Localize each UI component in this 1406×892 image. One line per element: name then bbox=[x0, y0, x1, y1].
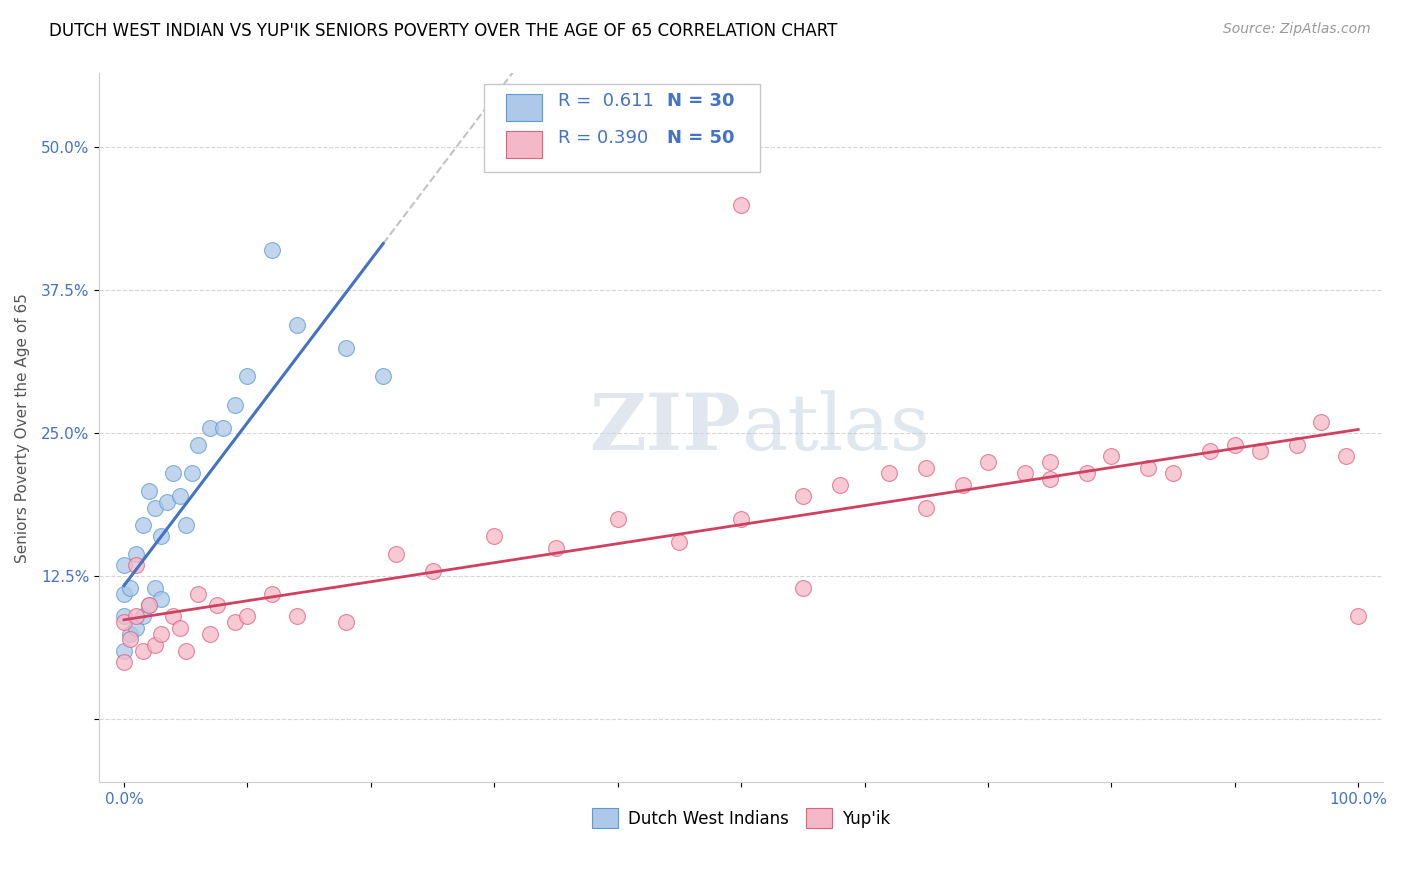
Point bbox=[200, 420, 222, 434]
Point bbox=[236, 609, 259, 624]
Point bbox=[606, 512, 628, 526]
Point bbox=[138, 598, 160, 612]
Point bbox=[143, 638, 166, 652]
Point bbox=[143, 581, 166, 595]
FancyBboxPatch shape bbox=[506, 131, 543, 158]
Point bbox=[169, 489, 191, 503]
Point bbox=[1099, 450, 1122, 464]
Text: ZIP: ZIP bbox=[589, 390, 741, 466]
Point bbox=[1223, 438, 1246, 452]
Point bbox=[138, 598, 160, 612]
Text: atlas: atlas bbox=[741, 390, 929, 466]
Point bbox=[792, 489, 814, 503]
Text: R =  0.611: R = 0.611 bbox=[558, 92, 654, 110]
Point bbox=[1039, 472, 1062, 486]
Point bbox=[131, 644, 153, 658]
Point bbox=[1249, 443, 1271, 458]
Point bbox=[224, 615, 246, 630]
Point bbox=[112, 655, 135, 669]
Point bbox=[236, 369, 259, 384]
FancyBboxPatch shape bbox=[485, 84, 761, 172]
Point bbox=[120, 581, 142, 595]
Point bbox=[977, 455, 1000, 469]
Point bbox=[205, 598, 228, 612]
Point bbox=[792, 581, 814, 595]
Point bbox=[150, 529, 173, 543]
Point bbox=[174, 644, 197, 658]
Point bbox=[915, 460, 938, 475]
Point bbox=[373, 369, 395, 384]
Point bbox=[1039, 455, 1062, 469]
Point bbox=[200, 626, 222, 640]
Point bbox=[1161, 467, 1184, 481]
Point bbox=[120, 626, 142, 640]
Point bbox=[1334, 450, 1357, 464]
Text: N = 30: N = 30 bbox=[666, 92, 734, 110]
Point bbox=[262, 244, 284, 258]
Point bbox=[915, 500, 938, 515]
Text: R = 0.390: R = 0.390 bbox=[558, 128, 648, 147]
Point bbox=[422, 564, 444, 578]
Point bbox=[877, 467, 900, 481]
Text: DUTCH WEST INDIAN VS YUP'IK SENIORS POVERTY OVER THE AGE OF 65 CORRELATION CHART: DUTCH WEST INDIAN VS YUP'IK SENIORS POVE… bbox=[49, 22, 838, 40]
Point bbox=[131, 517, 153, 532]
Point bbox=[187, 438, 209, 452]
Point bbox=[730, 512, 752, 526]
Point bbox=[131, 609, 153, 624]
Point bbox=[544, 541, 567, 555]
Point bbox=[120, 632, 142, 647]
Point bbox=[125, 558, 148, 572]
Point bbox=[285, 609, 308, 624]
Point bbox=[174, 517, 197, 532]
Point bbox=[1310, 415, 1333, 429]
Point bbox=[1199, 443, 1222, 458]
Point bbox=[484, 529, 506, 543]
Point bbox=[150, 626, 173, 640]
Point bbox=[112, 644, 135, 658]
Point bbox=[730, 197, 752, 211]
Point bbox=[150, 592, 173, 607]
Point bbox=[112, 615, 135, 630]
Point bbox=[187, 586, 209, 600]
Text: Source: ZipAtlas.com: Source: ZipAtlas.com bbox=[1223, 22, 1371, 37]
Point bbox=[262, 586, 284, 600]
Point bbox=[1137, 460, 1160, 475]
Point bbox=[180, 467, 202, 481]
Point bbox=[112, 586, 135, 600]
Point bbox=[1347, 609, 1369, 624]
Point bbox=[125, 609, 148, 624]
FancyBboxPatch shape bbox=[506, 95, 543, 121]
Point bbox=[162, 467, 184, 481]
Point bbox=[828, 478, 851, 492]
Point bbox=[138, 483, 160, 498]
Point bbox=[162, 609, 184, 624]
Point bbox=[285, 318, 308, 332]
Y-axis label: Seniors Poverty Over the Age of 65: Seniors Poverty Over the Age of 65 bbox=[15, 293, 30, 563]
Point bbox=[112, 558, 135, 572]
Point bbox=[335, 615, 357, 630]
Point bbox=[143, 500, 166, 515]
Point bbox=[211, 420, 233, 434]
Point bbox=[224, 398, 246, 412]
Point bbox=[112, 609, 135, 624]
Text: N = 50: N = 50 bbox=[666, 128, 734, 147]
Point bbox=[952, 478, 974, 492]
Legend: Dutch West Indians, Yup'ik: Dutch West Indians, Yup'ik bbox=[585, 802, 897, 834]
Point bbox=[169, 621, 191, 635]
Point bbox=[335, 341, 357, 355]
Point bbox=[1076, 467, 1098, 481]
Point bbox=[668, 535, 690, 549]
Point bbox=[125, 621, 148, 635]
Point bbox=[125, 547, 148, 561]
Point bbox=[1014, 467, 1036, 481]
Point bbox=[156, 495, 179, 509]
Point bbox=[1285, 438, 1308, 452]
Point bbox=[384, 547, 406, 561]
